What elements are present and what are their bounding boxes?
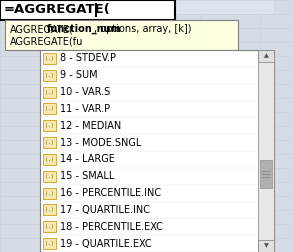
Bar xyxy=(43,221,56,232)
Text: (.): (.) xyxy=(45,191,54,196)
Text: ▲: ▲ xyxy=(264,53,268,58)
Text: 14 - LARGE: 14 - LARGE xyxy=(60,154,115,164)
Text: 17 - QUARTILE.INC: 17 - QUARTILE.INC xyxy=(60,205,150,215)
Text: =AGGREGATE(: =AGGREGATE( xyxy=(4,4,111,16)
Bar xyxy=(43,137,56,148)
Bar xyxy=(0,0,40,14)
Text: (.): (.) xyxy=(45,123,54,128)
Text: function_num: function_num xyxy=(47,24,122,34)
Bar xyxy=(40,50,274,252)
Text: 13 - MODE.SNGL: 13 - MODE.SNGL xyxy=(60,138,141,148)
Bar xyxy=(43,70,56,81)
Text: (.): (.) xyxy=(45,241,54,246)
Text: (.): (.) xyxy=(45,174,54,179)
Bar xyxy=(260,160,272,188)
Bar xyxy=(43,187,56,199)
Text: 15 - SMALL: 15 - SMALL xyxy=(60,171,114,181)
Bar xyxy=(43,238,56,249)
Bar xyxy=(0,0,175,20)
Text: AGGREGATE(fu: AGGREGATE(fu xyxy=(10,37,83,47)
Bar xyxy=(43,120,56,131)
Text: 16 - PERCENTILE.INC: 16 - PERCENTILE.INC xyxy=(60,188,161,198)
Bar xyxy=(43,154,56,165)
Bar xyxy=(258,50,274,62)
Bar xyxy=(258,240,274,252)
Bar xyxy=(43,87,56,98)
Text: ▼: ▼ xyxy=(264,243,268,248)
Text: (.): (.) xyxy=(45,106,54,111)
Text: (.): (.) xyxy=(45,224,54,229)
Text: (.): (.) xyxy=(45,157,54,162)
Text: 10 - VAR.S: 10 - VAR.S xyxy=(60,87,110,97)
Text: (.): (.) xyxy=(45,140,54,145)
Text: AGGREGATE(: AGGREGATE( xyxy=(10,24,74,34)
Bar xyxy=(95,3,96,17)
Bar xyxy=(40,0,274,14)
Text: (.): (.) xyxy=(45,56,54,61)
Text: (.): (.) xyxy=(45,89,54,94)
Bar xyxy=(258,50,274,252)
Text: (.): (.) xyxy=(45,207,54,212)
Text: 19 - QUARTILE.EXC: 19 - QUARTILE.EXC xyxy=(60,239,152,248)
Bar xyxy=(43,171,56,182)
Text: 18 - PERCENTILE.EXC: 18 - PERCENTILE.EXC xyxy=(60,222,163,232)
Text: , options, array, [k]): , options, array, [k]) xyxy=(94,24,191,34)
Text: (.): (.) xyxy=(45,73,54,78)
Bar xyxy=(43,53,56,64)
Text: 8 - STDEV.P: 8 - STDEV.P xyxy=(60,53,116,64)
Bar xyxy=(43,204,56,215)
Bar xyxy=(5,20,238,50)
Text: 12 - MEDIAN: 12 - MEDIAN xyxy=(60,121,121,131)
Text: 9 - SUM: 9 - SUM xyxy=(60,70,98,80)
Bar xyxy=(43,103,56,114)
Text: 11 - VAR.P: 11 - VAR.P xyxy=(60,104,110,114)
